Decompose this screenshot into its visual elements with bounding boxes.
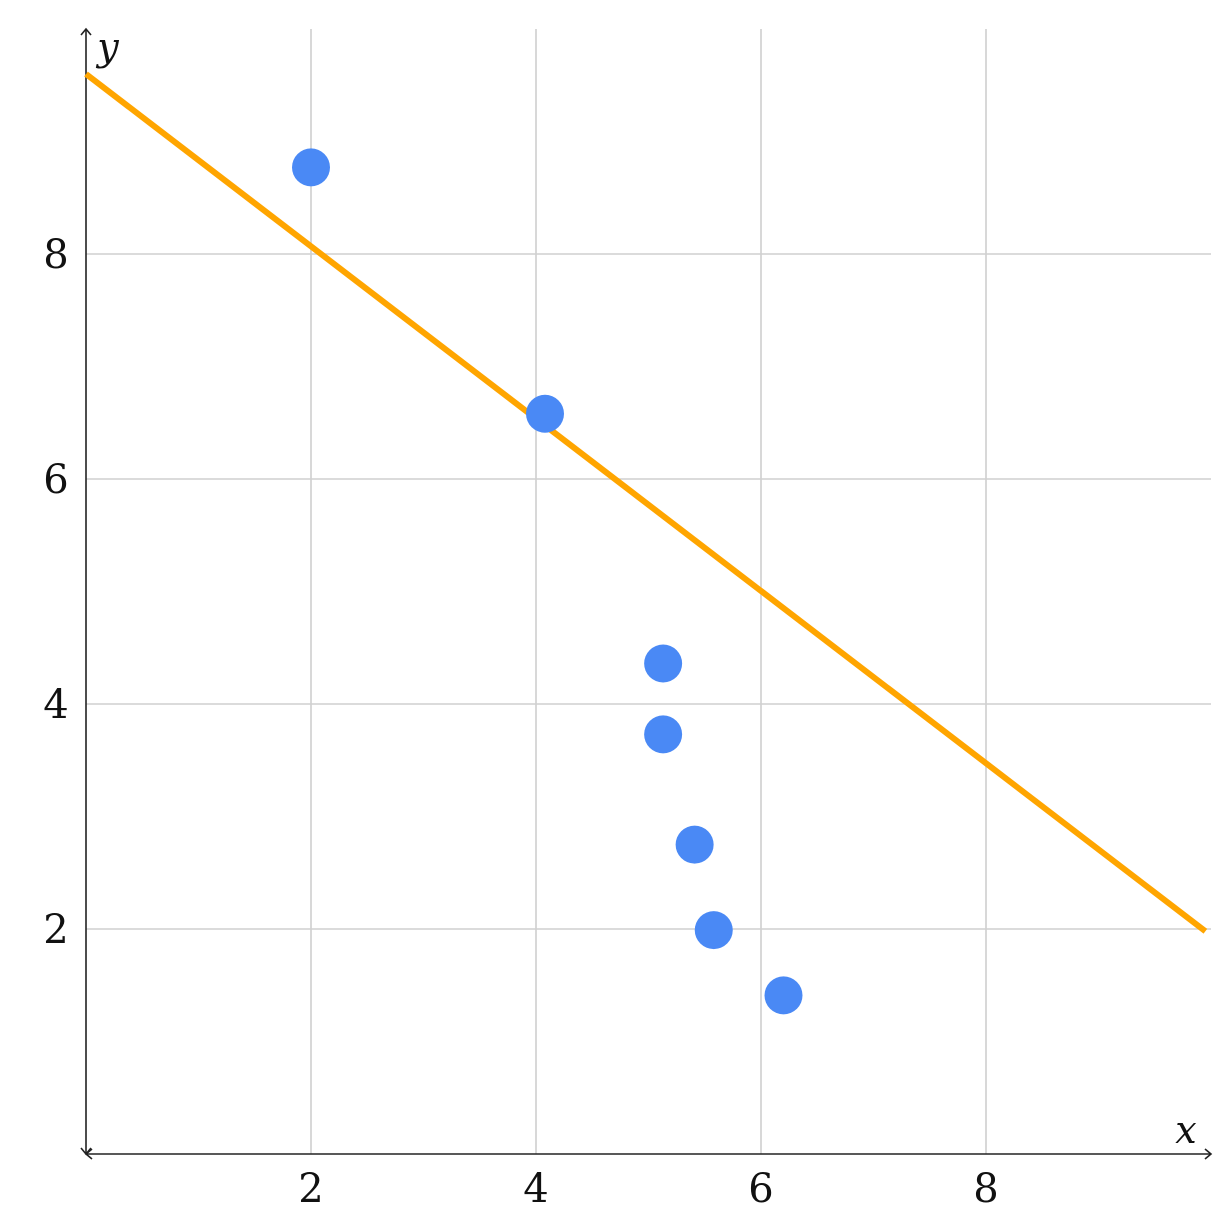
y-axis-arrow-icon [80, 27, 92, 36]
trend-line [84, 71, 1208, 934]
data-point [694, 911, 733, 950]
y-axis-label: y [95, 25, 119, 69]
y-tick-label: 8 [43, 232, 68, 278]
data-points [292, 148, 803, 1015]
y-tick-label: 6 [43, 457, 68, 503]
data-point [764, 976, 803, 1015]
axes: x y [80, 25, 1213, 1160]
data-point [292, 148, 330, 187]
x-axis-label: x [1175, 1108, 1196, 1152]
y-axis-start-arrow-icon [80, 1147, 92, 1156]
x-tick-label: 2 [298, 1166, 323, 1212]
y-tick-label: 2 [43, 907, 68, 953]
data-point [644, 644, 683, 683]
data-point [644, 715, 683, 754]
x-tick-label: 8 [973, 1166, 998, 1212]
x-tick-label: 6 [748, 1166, 773, 1212]
y-tick-label: 4 [43, 682, 68, 728]
tick-labels: 2 4 6 8 2 4 6 8 [43, 232, 998, 1212]
x-axis-arrow-icon [1204, 1148, 1213, 1160]
grid [86, 29, 1211, 1154]
data-point [526, 394, 564, 433]
data-point [675, 825, 714, 864]
x-tick-label: 4 [523, 1166, 548, 1212]
trend-line-layer [84, 71, 1208, 934]
